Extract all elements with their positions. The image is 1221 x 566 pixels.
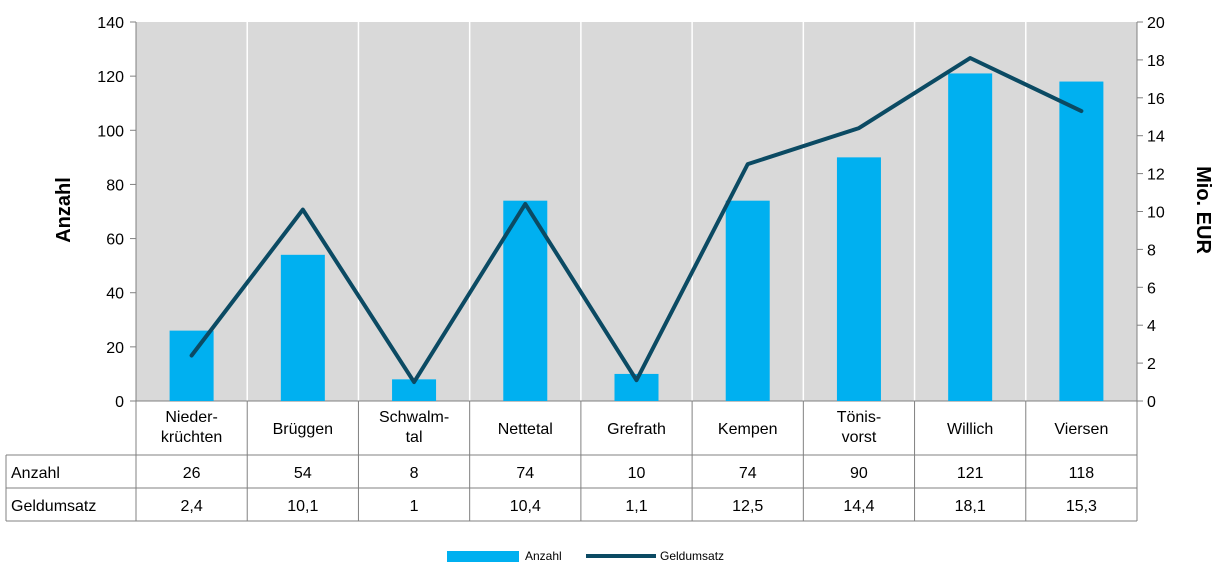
category-label: Nettetal bbox=[498, 421, 553, 438]
table-cell: 74 bbox=[516, 465, 534, 482]
category-label: Schwalm-tal bbox=[379, 409, 449, 446]
tick-label: 0 bbox=[1147, 394, 1156, 411]
tick-label: 100 bbox=[97, 123, 124, 140]
category-label: Nieder-krüchten bbox=[161, 409, 222, 446]
bar bbox=[836, 157, 881, 401]
legend-label: Anzahl bbox=[525, 549, 562, 563]
tick-label: 0 bbox=[115, 394, 124, 411]
table-cell: 10,1 bbox=[287, 498, 318, 515]
table-cell: 54 bbox=[294, 465, 312, 482]
category-label-line: Schwalm- bbox=[379, 409, 449, 426]
category-label-line: krüchten bbox=[161, 429, 222, 446]
tick-label: 20 bbox=[1147, 15, 1165, 32]
tick-label: 40 bbox=[106, 286, 124, 303]
table-cell: 8 bbox=[410, 465, 419, 482]
table-cell: 12,5 bbox=[732, 498, 763, 515]
category-label: Grefrath bbox=[607, 421, 666, 438]
table-cell: 1,1 bbox=[625, 498, 647, 515]
tick-label: 12 bbox=[1147, 167, 1165, 184]
tick-label: 120 bbox=[97, 69, 124, 86]
category-label: Viersen bbox=[1054, 421, 1108, 438]
bars bbox=[169, 73, 1104, 402]
category-label-line: Tönis- bbox=[837, 409, 881, 426]
tick-label: 4 bbox=[1147, 318, 1156, 335]
table-cell: 2,4 bbox=[180, 498, 202, 515]
legend-label: Geldumsatz bbox=[660, 549, 724, 563]
right-axis-title: Mio. EUR bbox=[1192, 166, 1214, 254]
tick-label: 6 bbox=[1147, 280, 1156, 297]
bar bbox=[392, 379, 437, 401]
table-cell: 90 bbox=[850, 465, 868, 482]
table-cell: 10,4 bbox=[510, 498, 541, 515]
tick-label: 2 bbox=[1147, 356, 1156, 373]
bar bbox=[503, 200, 548, 401]
category-label: Kempen bbox=[718, 421, 778, 438]
table-cell: 18,1 bbox=[955, 498, 986, 515]
tick-label: 20 bbox=[106, 340, 124, 357]
table-cell: 74 bbox=[739, 465, 757, 482]
line-series bbox=[189, 56, 1084, 385]
tick-label: 60 bbox=[106, 232, 124, 249]
table-cell: 118 bbox=[1069, 465, 1095, 482]
table-cell: 1 bbox=[410, 498, 419, 515]
right-axis-ticks: 0 2 4 6 8 10 12 14 16 18 20 bbox=[1137, 15, 1165, 411]
tick-label: 18 bbox=[1147, 53, 1165, 70]
legend-swatch-bar bbox=[447, 551, 519, 562]
category-label-line: Nieder- bbox=[165, 409, 217, 426]
table-cell: 10 bbox=[628, 465, 646, 482]
table-cell: 26 bbox=[183, 465, 201, 482]
bar bbox=[169, 330, 214, 401]
bar bbox=[725, 200, 770, 401]
table-cell: 14,4 bbox=[843, 498, 874, 515]
tick-label: 10 bbox=[1147, 205, 1165, 222]
category-label: Tönis-vorst bbox=[837, 409, 881, 446]
left-axis-ticks: 0 20 40 60 80 100 120 140 bbox=[97, 15, 136, 411]
table-series-name: Geldumsatz bbox=[11, 498, 96, 515]
category-label: Willich bbox=[947, 421, 993, 438]
tick-label: 80 bbox=[106, 177, 124, 194]
table-cell: 15,3 bbox=[1066, 498, 1097, 515]
legend: Anzahl Geldumsatz bbox=[447, 549, 724, 563]
category-label-line: vorst bbox=[842, 429, 877, 446]
bar bbox=[948, 73, 993, 401]
bar bbox=[1059, 81, 1104, 402]
tick-label: 16 bbox=[1147, 91, 1165, 108]
data-table: Nieder-krüchten Brüggen Schwalm-tal Netteta… bbox=[5, 401, 1138, 522]
tick-label: 14 bbox=[1147, 129, 1165, 146]
table-cell: 121 bbox=[957, 465, 984, 482]
tick-label: 8 bbox=[1147, 242, 1156, 259]
left-axis-title: Anzahl bbox=[53, 177, 75, 243]
series-line bbox=[189, 56, 1084, 385]
tick-label: 140 bbox=[97, 15, 124, 32]
bar bbox=[280, 254, 325, 401]
category-label-line: tal bbox=[406, 429, 423, 446]
category-label: Brüggen bbox=[273, 421, 334, 438]
table-series-name: Anzahl bbox=[11, 465, 60, 482]
